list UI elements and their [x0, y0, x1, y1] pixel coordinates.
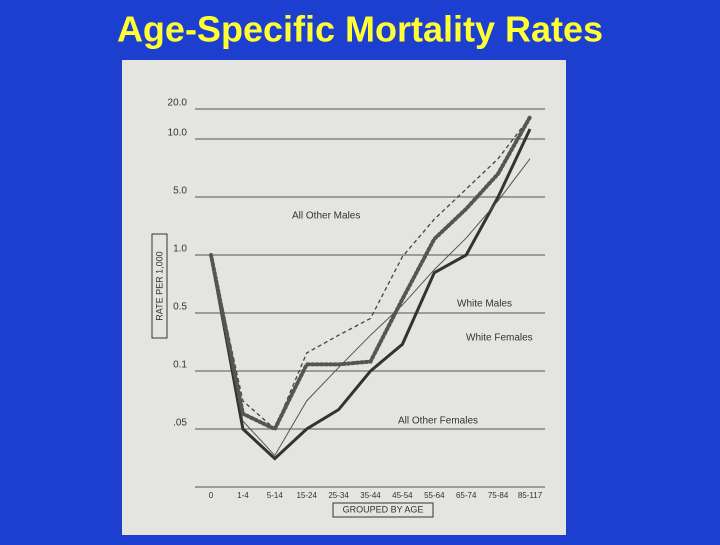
x-label-box: [332, 502, 434, 518]
x-tick-label: 65-74: [456, 491, 477, 500]
x-tick-label: 75-84: [488, 491, 509, 500]
series-label: White Males: [457, 299, 512, 310]
y-tick-label: 20.0: [168, 98, 188, 109]
x-tick-label: 85-117: [518, 491, 543, 500]
x-axis-label: GROUPED BY AGE: [343, 504, 424, 514]
x-tick-label: 45-54: [392, 491, 413, 500]
x-tick-label: 35-44: [360, 491, 381, 500]
chart-title: Age-Specific Mortality Rates: [117, 9, 603, 50]
y-tick-label: 10.0: [168, 128, 188, 139]
y-tick-label: 5.0: [173, 186, 187, 197]
y-tick-label: .05: [173, 418, 187, 429]
x-tick-label: 55-64: [424, 491, 445, 500]
scan: [122, 60, 566, 535]
series-line: [210, 158, 531, 457]
series-line: [210, 116, 531, 431]
series-label: All Other Females: [398, 416, 478, 427]
x-tick-label: 5-14: [267, 491, 284, 500]
plot: 20.0 10.0 5.0 1.0 0.5 0.1 .05 0 1-4 5-14 15-24 25-3…: [151, 98, 545, 518]
series-line: [209, 128, 532, 461]
x-tick-label: 15-24: [296, 491, 317, 500]
x-tick-label: 1-4: [237, 491, 249, 500]
series-label: White Females: [466, 333, 533, 344]
series-label: All Other Males: [292, 211, 360, 222]
y-label-box: [151, 233, 168, 339]
x-tick-label: 0: [209, 491, 214, 500]
y-tick-label: 1.0: [173, 244, 187, 255]
x-tick-label: 25-34: [328, 491, 349, 500]
y-axis-label: RATE PER 1,000: [154, 251, 164, 320]
y-tick-label: 0.1: [173, 360, 187, 371]
y-tick-label: 0.5: [173, 302, 187, 313]
series-line: [209, 115, 532, 432]
